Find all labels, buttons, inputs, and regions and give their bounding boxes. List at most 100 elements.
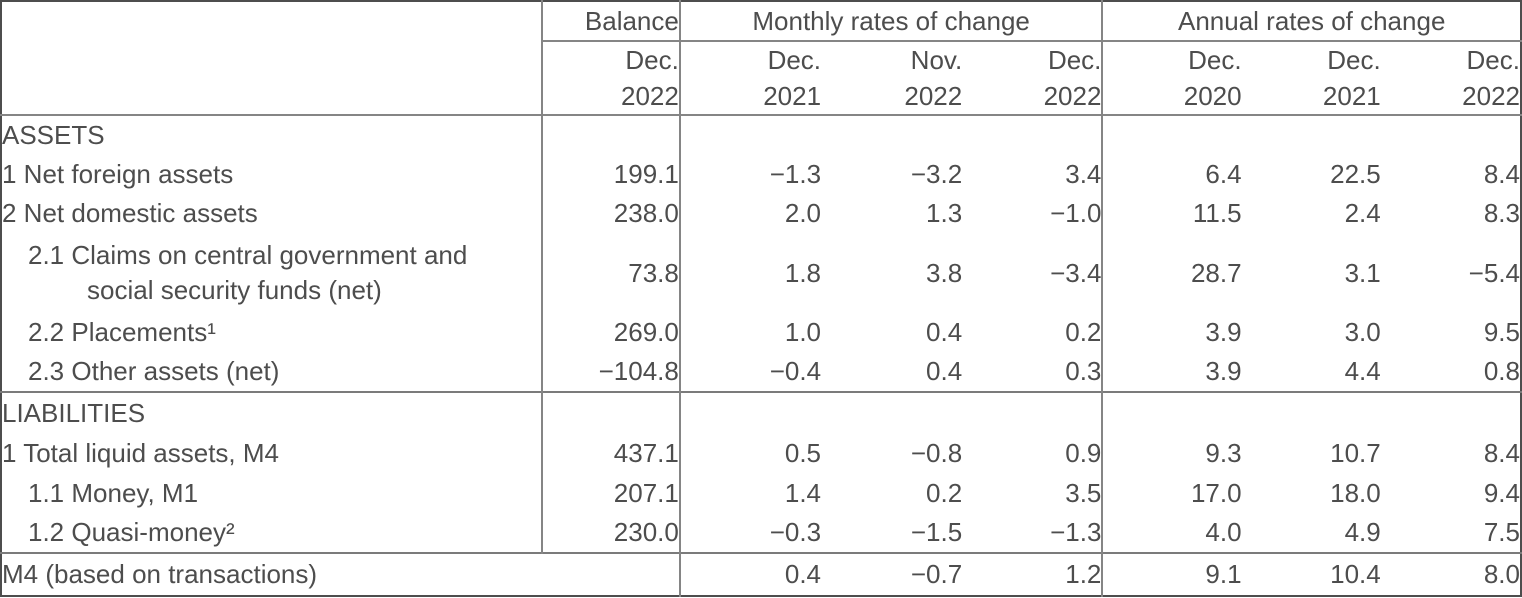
annual-value-0: 17.0 [1101,473,1242,513]
annual-value-1: 3.0 [1344,316,1381,347]
corner-header-cell [1,1,542,116]
row-claims-central-government: 2.1 Claims on central government and soc… [1,233,1521,313]
period-month-row: Dec. Dec. Nov. Dec. Dec. Dec. Dec. [1,41,1521,79]
annual-period-month-2: Dec. [1466,45,1520,75]
monthly-value-2: −1.0 [1050,198,1102,229]
annual-value-2: 8.4 [1483,438,1520,469]
balance-value: 230.0 [540,512,680,553]
annual-value-2: 7.5 [1483,516,1520,547]
balance-value [540,391,680,435]
monthly-value-1: −0.7 [821,551,963,596]
annual-period-year-0: 2020 [1101,79,1242,116]
row-label: 1.2 Quasi-money² [28,516,235,547]
balance-column-header: Balance [540,1,680,42]
annual-value-2 [1380,391,1521,435]
annual-period-year-1: 2021 [1241,79,1381,116]
monthly-value-1: 0.4 [926,316,963,347]
balance-value: 207.1 [540,473,680,513]
monthly-rates-group-header: Monthly rates of change [678,1,1103,42]
monthly-value-0: 1.8 [678,233,822,313]
row-assets-section: ASSETS [1,115,1521,156]
monthly-value-2: 0.2 [1065,316,1102,347]
annual-value-1 [1242,115,1381,155]
monthly-period-year-2: 2022 [962,79,1103,116]
table-body: ASSETS 1 Net foreign assets 199.1 −1.3 −… [1,115,1521,596]
annual-value-0: 28.7 [1101,233,1242,313]
annual-value-0: 4.0 [1101,512,1242,553]
monthly-value-0: 2.0 [678,194,822,234]
monthly-period-month-2: Dec. [1047,45,1102,75]
row-money-m1: 1.1 Money, M1 207.1 1.4 0.2 3.5 17.0 18.… [1,473,1521,513]
balance-value [540,115,680,156]
monthly-value-1 [821,391,963,435]
monthly-value-0: −0.3 [678,512,822,553]
annual-value-2: 8.4 [1483,159,1520,190]
row-label: 2.2 Placements¹ [28,316,216,347]
monthly-value-2: 3.5 [1065,477,1102,508]
row-label: 1 Total liquid assets, M4 [2,438,279,469]
row-label-line-2: social security funds (net) [87,275,382,306]
row-label-line-1: 2.1 Claims on central government and [28,240,468,271]
period-year-row: 2022 2021 2022 2022 2020 2021 2022 [1,79,1521,116]
annual-value-2: −5.4 [1468,257,1520,288]
row-label: 2 Net domestic assets [2,198,258,229]
section-label: ASSETS [2,120,105,151]
monthly-value-1: 0.2 [926,477,963,508]
row-net-domestic-assets: 2 Net domestic assets 238.0 2.0 1.3 −1.0… [1,194,1521,234]
group-header-row: Balance Monthly rates of change Annual r… [1,1,1521,116]
annual-value-1: 10.7 [1330,438,1381,469]
monthly-value-0: 1.4 [678,473,822,513]
monthly-value-0: −0.4 [678,351,822,393]
annual-value-1: 10.4 [1241,551,1381,596]
monthly-value-2: 3.4 [1065,159,1102,190]
balance-value: −104.8 [540,351,680,393]
monthly-value-1: −0.8 [910,438,963,469]
annual-value-0: 6.4 [1101,155,1242,195]
table-header: Balance Monthly rates of change Annual r… [1,1,1521,116]
row-total-liquid-assets-m4: 1 Total liquid assets, M4 437.1 0.5 −0.8… [1,434,1521,474]
balance-value: 269.0 [540,312,680,352]
balance-value: 199.1 [540,155,680,195]
monthly-value-1: −1.5 [910,516,963,547]
annual-value-1: 22.5 [1330,159,1381,190]
annual-value-1 [1241,391,1381,435]
balance-value: 437.1 [540,434,680,474]
monthly-value-2 [962,391,1103,435]
row-label: 2.1 Claims on central government and soc… [1,233,542,312]
monthly-value-2: 0.3 [1065,356,1102,387]
row-m4-transactions: M4 (based on transactions) 0.4 −0.7 1.2 … [1,551,1521,596]
monthly-period-month-1: Nov. [910,45,963,75]
section-label: LIABILITIES [1,391,542,435]
annual-value-0: 9.3 [1101,434,1242,474]
annual-period-month-0: Dec. [1101,41,1242,79]
monthly-value-0: 0.4 [678,551,822,596]
balance-period-month: Dec. [540,41,680,79]
annual-value-1: 18.0 [1330,477,1381,508]
row-label: 1.1 Money, M1 [28,477,199,508]
monthly-value-2: 1.2 [962,551,1103,596]
monthly-value-0: 0.5 [678,434,822,474]
monthly-value-1 [821,115,962,155]
annual-value-0: 11.5 [1101,194,1242,234]
monthly-value-1: −3.2 [910,159,963,190]
annual-value-0: 9.1 [1101,551,1242,596]
annual-value-2: 8.3 [1483,198,1520,229]
monthly-period-year-0: 2021 [678,79,822,116]
annual-value-0: 3.9 [1101,312,1242,352]
monthly-value-0: 1.0 [678,312,822,352]
row-label: 2.3 Other assets (net) [28,356,280,387]
monthly-value-2: −3.4 [1050,257,1102,288]
monthly-value-2: 0.9 [1065,438,1102,469]
row-placements: 2.2 Placements¹ 269.0 1.0 0.4 0.2 3.9 3.… [1,312,1521,352]
annual-period-year-2: 2022 [1380,79,1521,116]
row-quasi-money: 1.2 Quasi-money² 230.0 −0.3 −1.5 −1.3 4.… [1,512,1521,553]
monthly-period-month-0: Dec. [678,41,822,79]
monthly-value-1: 1.3 [926,198,963,229]
balance-value: 238.0 [540,194,680,234]
monthly-value-1: 0.4 [926,356,963,387]
annual-rates-group-header: Annual rates of change [1101,1,1521,42]
annual-period-month-1: Dec. [1327,45,1381,75]
annual-value-1: 4.9 [1344,516,1381,547]
